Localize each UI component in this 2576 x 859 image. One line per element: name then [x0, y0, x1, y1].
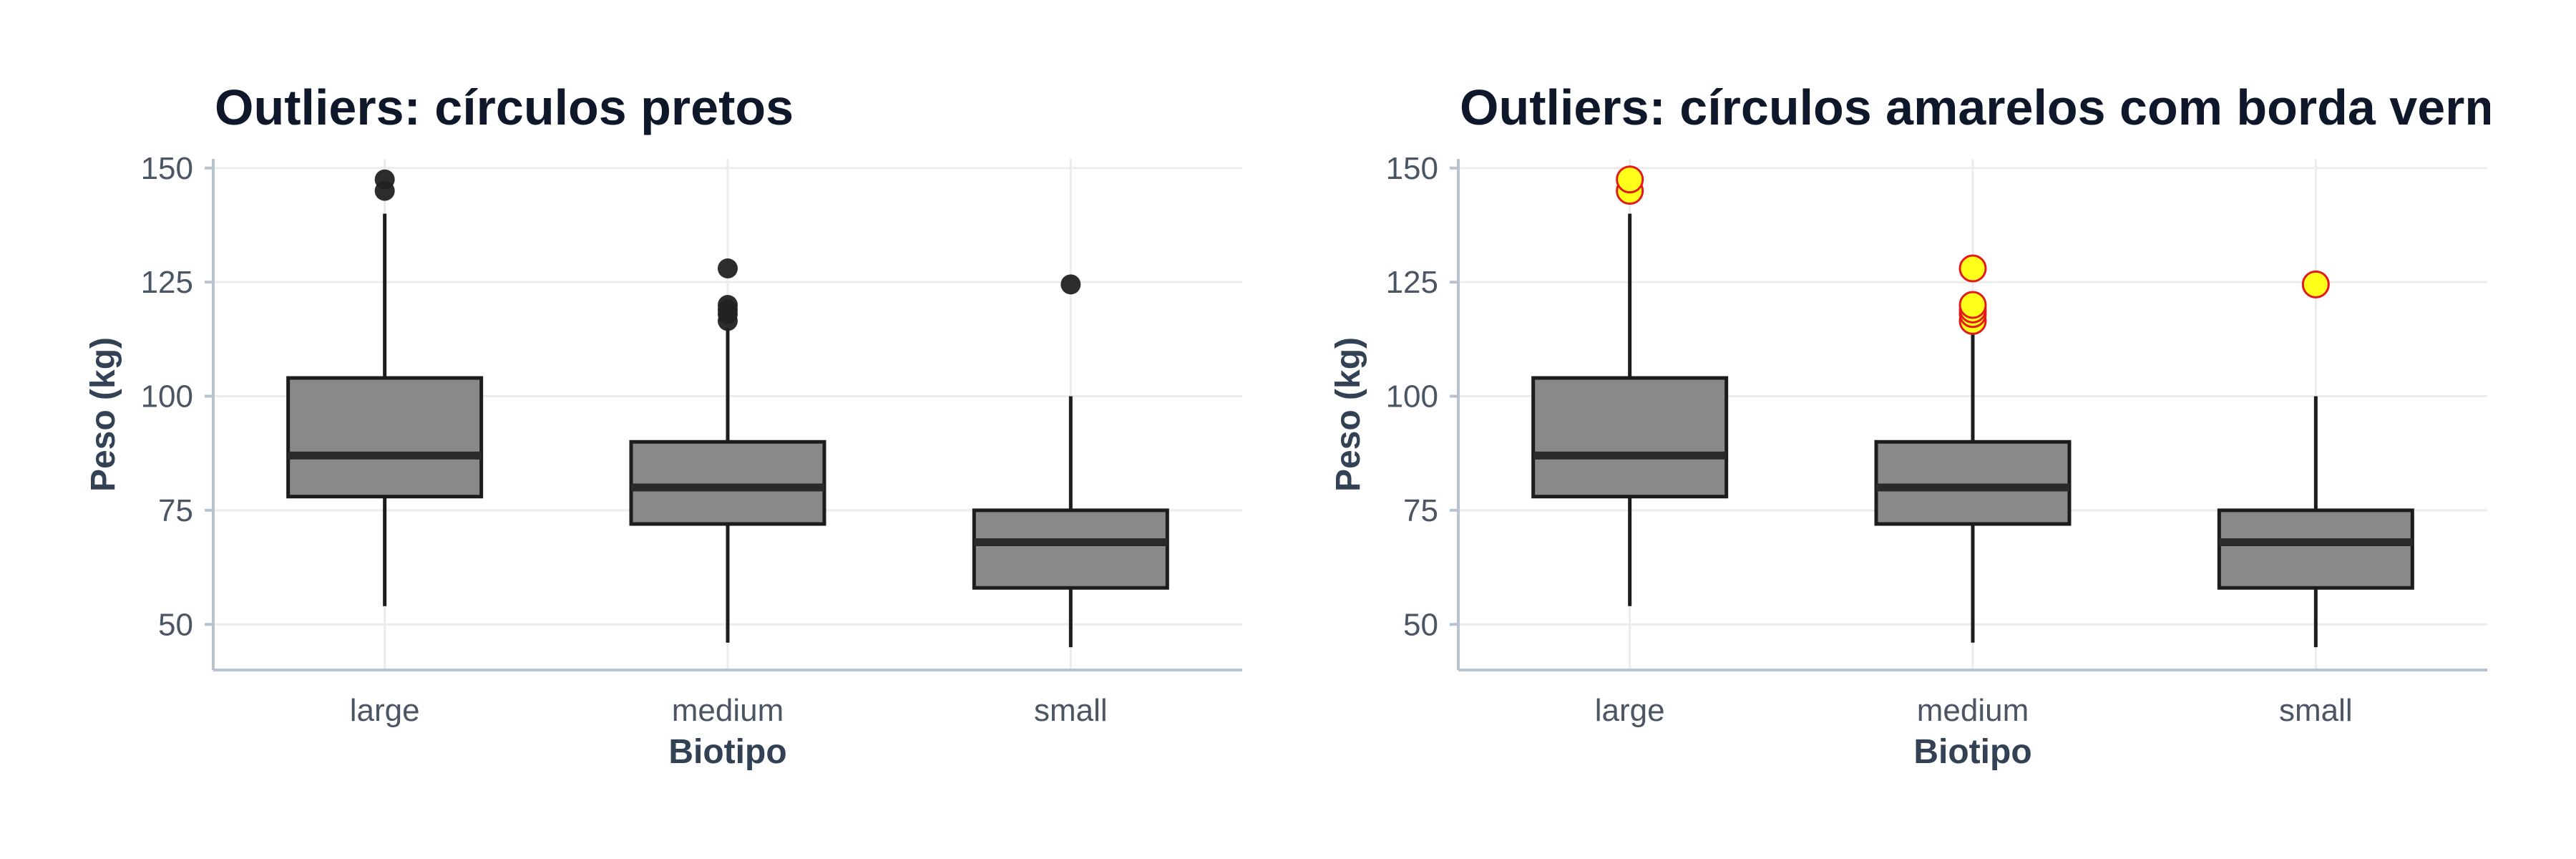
box-large — [286, 169, 484, 606]
outlier-point — [718, 295, 738, 315]
boxplot-chart: 50 75 100 125 150 large medium small Biotipo Peso… — [1330, 151, 2487, 771]
box-medium — [629, 258, 826, 643]
y-tick-label: 150 — [1386, 151, 1438, 186]
x-tick-label: medium — [1917, 693, 2029, 728]
y-tick-label: 50 — [1403, 607, 1438, 642]
box-small — [972, 274, 1169, 648]
chart-panel-right: Outliers: círculos amarelos com borda ve… — [1245, 0, 2490, 859]
chart-title: Outliers: círculos amarelos com borda ve… — [1460, 79, 2490, 135]
y-tick-label: 150 — [141, 151, 193, 186]
y-tick-label: 50 — [158, 607, 193, 642]
outlier-point — [374, 169, 395, 190]
x-tick-label: large — [350, 693, 420, 728]
outlier-point — [2301, 270, 2330, 299]
y-tick-label: 125 — [1386, 265, 1438, 300]
box-medium — [1874, 254, 2072, 643]
y-tick-label: 75 — [1403, 493, 1438, 528]
x-tick-label: small — [2279, 693, 2353, 728]
y-tick-label: 100 — [1386, 379, 1438, 414]
boxplot-chart: 50 75 100 125 150 large medium small Biotipo Peso… — [84, 151, 1242, 771]
y-tick-label: 125 — [141, 265, 193, 300]
outlier-point — [1060, 274, 1081, 295]
box-iqr — [286, 376, 484, 499]
outlier-point — [718, 258, 738, 278]
x-tick-label: large — [1595, 693, 1665, 728]
outlier-point — [1958, 254, 1987, 283]
box-iqr — [972, 508, 1169, 590]
outlier-point — [1616, 165, 1644, 194]
box-large — [1531, 165, 1729, 606]
box-iqr — [629, 440, 826, 526]
box-iqr — [2217, 508, 2414, 590]
x-tick-label: medium — [672, 693, 784, 728]
box-iqr — [1531, 376, 1729, 499]
chart-panel-left: Outliers: círculos pretos 50 75 100 125 150 l… — [0, 0, 1245, 859]
outlier-point — [1958, 291, 1987, 319]
box-small — [2217, 270, 2414, 648]
y-tick-label: 75 — [158, 493, 193, 528]
y-tick-label: 100 — [141, 379, 193, 414]
x-axis-title: Biotipo — [668, 733, 786, 771]
box-iqr — [1874, 440, 2072, 526]
y-axis-title: Peso (kg) — [1330, 337, 1367, 492]
x-tick-label: small — [1034, 693, 1108, 728]
y-axis-title: Peso (kg) — [84, 337, 122, 492]
x-axis-title: Biotipo — [1913, 733, 2031, 771]
chart-title: Outliers: círculos pretos — [215, 79, 794, 135]
